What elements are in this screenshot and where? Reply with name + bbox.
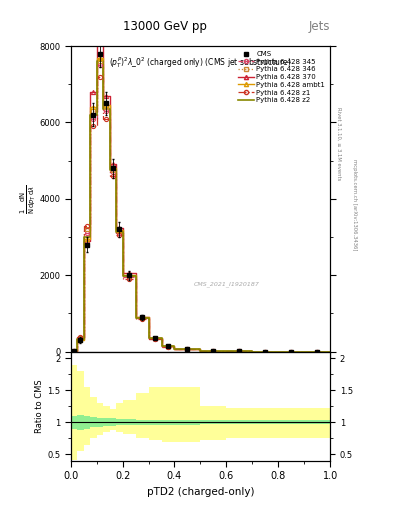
Text: CMS_2021_I1920187: CMS_2021_I1920187 [193, 282, 259, 287]
Text: Rivet 3.1.10, ≥ 3.1M events: Rivet 3.1.10, ≥ 3.1M events [336, 106, 341, 180]
X-axis label: pTD2 (charged-only): pTD2 (charged-only) [147, 487, 254, 497]
Y-axis label: $\frac{1}{\mathrm{N}}\frac{\mathrm{d}\mathrm{N}}{\mathrm{d}p_T\,\mathrm{d}\lambd: $\frac{1}{\mathrm{N}}\frac{\mathrm{d}\ma… [18, 184, 38, 214]
Text: Jets: Jets [309, 20, 330, 33]
Legend: CMS, Pythia 6.428 345, Pythia 6.428 346, Pythia 6.428 370, Pythia 6.428 ambt1, P: CMS, Pythia 6.428 345, Pythia 6.428 346,… [237, 50, 327, 105]
Text: $(p_T^P)^2\lambda\_0^2$ (charged only) (CMS jet substructure): $(p_T^P)^2\lambda\_0^2$ (charged only) (… [109, 55, 292, 70]
Text: 13000 GeV pp: 13000 GeV pp [123, 20, 207, 33]
Y-axis label: Ratio to CMS: Ratio to CMS [35, 379, 44, 433]
Text: mcplots.cern.ch [arXiv:1306.3436]: mcplots.cern.ch [arXiv:1306.3436] [352, 159, 357, 250]
